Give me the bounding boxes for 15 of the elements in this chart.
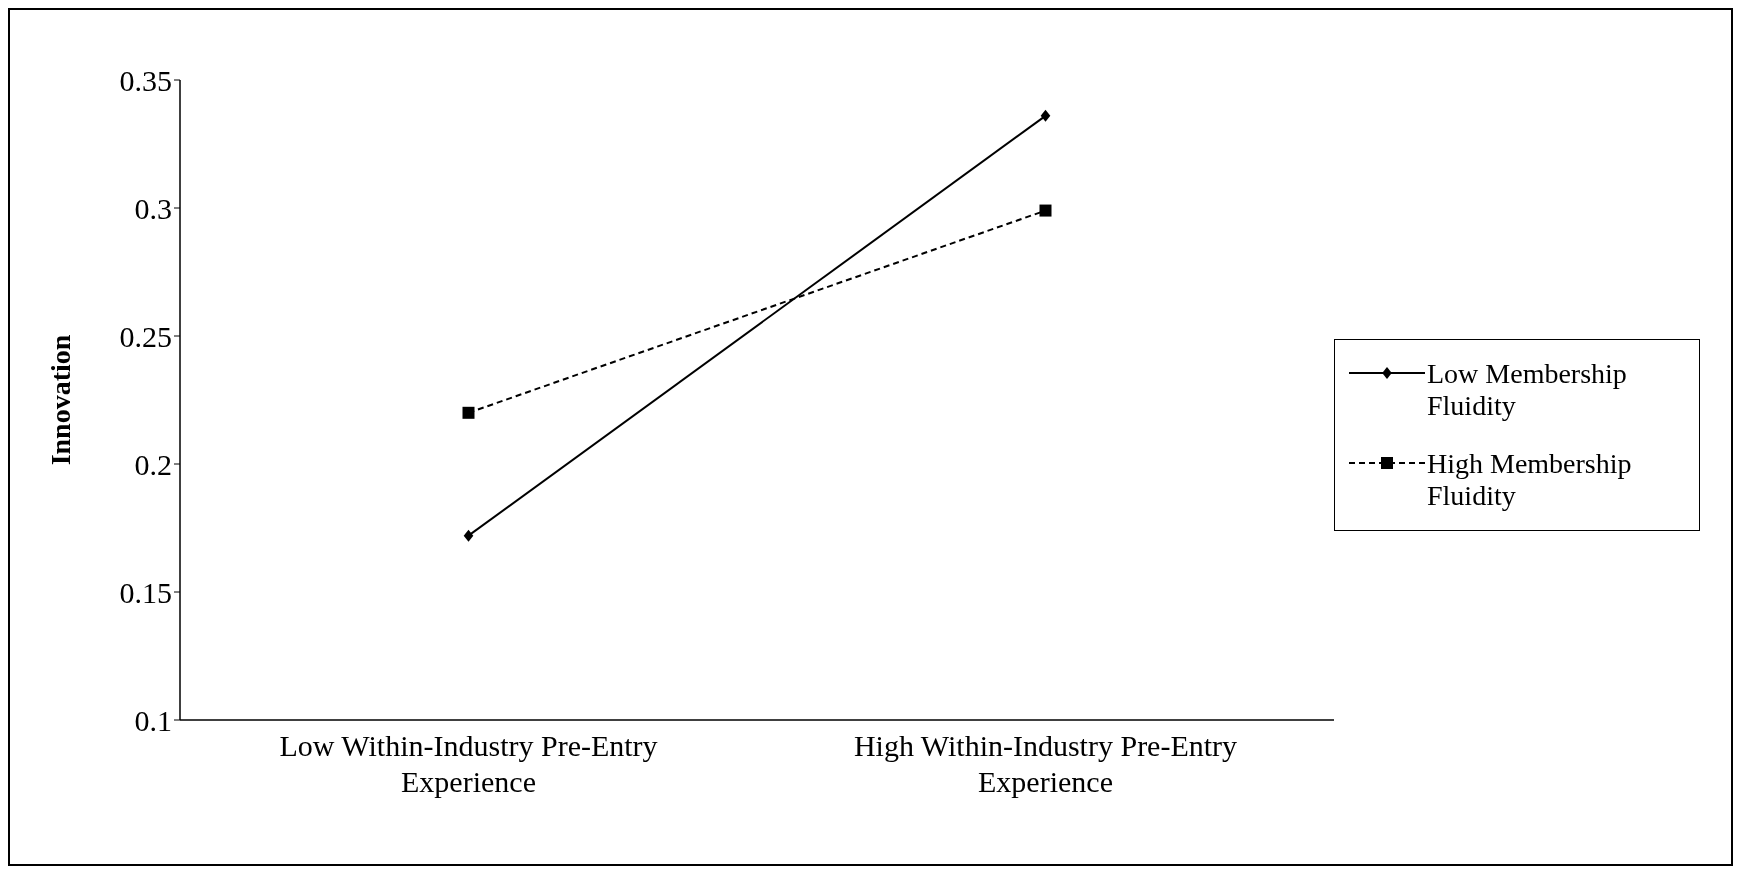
x-tick-label: High Within-Industry Pre-Entry Experience: [853, 729, 1238, 798]
y-tick-label: 0.25: [119, 319, 172, 353]
point: [463, 529, 474, 542]
y-tick-label: 0.35: [119, 63, 172, 97]
point: [462, 406, 475, 419]
point: [1039, 204, 1052, 217]
point: [1040, 109, 1051, 122]
x-tick-label: Low Within-Industry Pre-Entry Experience: [279, 729, 658, 798]
y-tick-label: 0.3: [134, 191, 172, 225]
y-axis-title: Innovation: [44, 334, 76, 466]
legend-label: High Membership Fluidity: [1427, 448, 1633, 512]
y-tick-label: 0.15: [119, 575, 172, 609]
legend-label: Low Membership Fluidity: [1427, 358, 1628, 422]
y-tick-label: 0.2: [134, 447, 172, 481]
y-tick-label: 0.1: [134, 703, 172, 737]
